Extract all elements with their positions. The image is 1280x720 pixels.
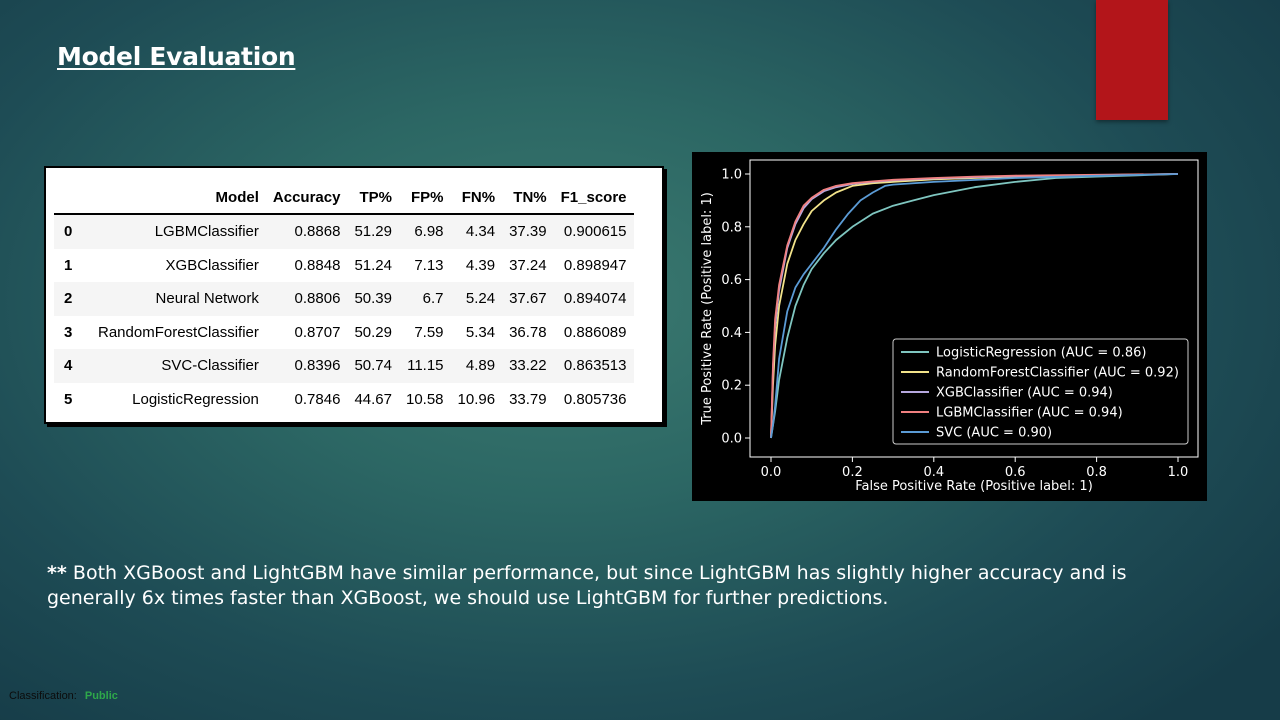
row-fp: 7.59 — [414, 323, 444, 341]
x-tick-label: 0.4 — [923, 465, 944, 480]
row-tp: 51.29 — [347, 214, 399, 249]
table-row: 0 LGBMClassifier 0.8868 51.29 6.98 4.34 … — [54, 214, 634, 249]
header-tn: TN% — [502, 180, 554, 215]
row-fn: 4.39 — [465, 256, 496, 274]
row-f1: 0.805736 — [563, 390, 627, 408]
x-tick-label: 0.2 — [842, 465, 863, 480]
row-index: 2 — [54, 282, 91, 316]
row-index: 3 — [64, 323, 73, 341]
row-tp: 50.29 — [354, 323, 392, 341]
y-tick-label: 0.4 — [721, 326, 742, 341]
row-index: 4 — [54, 349, 91, 383]
legend-entry: SVC (AUC = 0.90) — [936, 426, 1052, 441]
table-row: 3 RandomForestClassifier 0.8707 50.29 7.… — [54, 316, 634, 350]
row-fp: 6.7 — [398, 282, 451, 316]
row-tn: 33.79 — [509, 390, 547, 408]
row-index: 0 — [54, 214, 91, 249]
row-f1: 0.863513 — [553, 349, 634, 383]
row-f1: 0.894074 — [553, 282, 634, 316]
conclusion-note: ** Both XGBoost and LightGBM have simila… — [47, 561, 1217, 611]
row-tp: 44.67 — [354, 390, 392, 408]
legend-box — [892, 338, 1189, 445]
y-tick-label: 0.0 — [721, 432, 742, 447]
row-model: XGBClassifier — [165, 256, 259, 274]
header-index — [54, 180, 91, 215]
legend-entry: RandomForestClassifier (AUC = 0.92) — [936, 366, 1179, 381]
row-tp: 50.74 — [347, 349, 399, 383]
classification-label: Classification: — [9, 690, 77, 702]
roc-line — [770, 173, 1179, 439]
plot-frame — [749, 159, 1199, 458]
note-text: Both XGBoost and LightGBM have similar p… — [47, 562, 1127, 609]
row-model: RandomForestClassifier — [98, 323, 259, 341]
legend-entry: XGBClassifier (AUC = 0.94) — [936, 386, 1113, 401]
row-accuracy: 0.8848 — [294, 256, 341, 274]
x-tick-label: 0.0 — [761, 465, 782, 480]
row-accuracy: 0.8806 — [265, 282, 348, 316]
row-tp: 51.24 — [354, 256, 392, 274]
metrics-table: Model Accuracy TP% FP% FN% TN% F1_score … — [54, 180, 634, 416]
row-fp: 10.58 — [405, 390, 444, 408]
row-tp: 50.39 — [347, 282, 399, 316]
y-axis-label: True Positive Rate (Positive label: 1) — [700, 192, 715, 426]
table-row: 4 SVC-Classifier 0.8396 50.74 11.15 4.89… — [54, 349, 634, 383]
classification-footer: Classification: Public — [9, 690, 118, 702]
roc-line — [770, 173, 1179, 439]
slide-title: Model Evaluation — [57, 42, 296, 71]
row-fp: 6.98 — [398, 214, 451, 249]
row-fn: 10.96 — [457, 390, 496, 408]
y-tick-label: 0.8 — [721, 220, 742, 235]
row-model: LGBMClassifier — [91, 214, 266, 249]
row-tn: 33.22 — [502, 349, 554, 383]
row-tn: 37.24 — [509, 256, 547, 274]
row-model: LogisticRegression — [132, 390, 259, 408]
x-tick-label: 1.0 — [1168, 465, 1189, 480]
header-f1: F1_score — [553, 180, 634, 215]
table-header-row: Model Accuracy TP% FP% FN% TN% F1_score — [54, 180, 634, 215]
accent-block — [1096, 0, 1168, 120]
row-accuracy: 0.8396 — [265, 349, 348, 383]
header-fp: FP% — [398, 180, 451, 215]
row-accuracy: 0.7846 — [294, 390, 341, 408]
table-row: 5 LogisticRegression 0.7846 44.67 10.58 … — [54, 383, 634, 417]
table-row: 1 XGBClassifier 0.8848 51.24 7.13 4.39 3… — [54, 249, 634, 283]
classification-value: Public — [84, 690, 118, 702]
legend-entry: LogisticRegression (AUC = 0.86) — [936, 346, 1146, 361]
roc-chart: 0.0 0.2 0.4 0.6 0.8 1.0 0.0 0.2 0.4 0.6 0.8 1.0 Fals… — [700, 159, 1199, 494]
row-index: 1 — [64, 256, 73, 274]
x-tick-label: 0.6 — [1005, 465, 1026, 480]
row-fp: 7.13 — [414, 256, 444, 274]
note-prefix: ** — [47, 562, 67, 584]
table-row: 2 Neural Network 0.8806 50.39 6.7 5.24 3… — [54, 282, 634, 316]
header-tp: TP% — [347, 180, 399, 215]
row-fn: 4.89 — [450, 349, 503, 383]
row-accuracy: 0.8868 — [265, 214, 348, 249]
row-tn: 37.67 — [502, 282, 554, 316]
y-tick-label: 0.6 — [721, 273, 742, 288]
row-tn: 36.78 — [509, 323, 547, 341]
metrics-table-card: Model Accuracy TP% FP% FN% TN% F1_score … — [44, 166, 664, 424]
roc-line — [770, 173, 1179, 439]
row-fn: 5.34 — [465, 323, 496, 341]
row-model: Neural Network — [91, 282, 266, 316]
header-fn: FN% — [450, 180, 503, 215]
row-fp: 11.15 — [398, 349, 451, 383]
roc-chart-card: 0.0 0.2 0.4 0.6 0.8 1.0 0.0 0.2 0.4 0.6 0.8 1.0 Fals… — [692, 152, 1207, 501]
legend-entry: LGBMClassifier (AUC = 0.94) — [936, 406, 1123, 421]
row-tn: 37.39 — [502, 214, 554, 249]
x-axis-label: False Positive Rate (Positive label: 1) — [855, 479, 1093, 494]
row-accuracy: 0.8707 — [294, 323, 341, 341]
row-model: SVC-Classifier — [91, 349, 266, 383]
row-f1: 0.898947 — [563, 256, 627, 274]
y-tick-label: 1.0 — [721, 168, 742, 183]
header-accuracy: Accuracy — [265, 180, 348, 215]
x-tick-label: 0.8 — [1086, 465, 1107, 480]
row-fn: 5.24 — [450, 282, 503, 316]
row-f1: 0.886089 — [563, 323, 627, 341]
row-fn: 4.34 — [450, 214, 503, 249]
header-model: Model — [91, 180, 266, 215]
row-index: 5 — [64, 390, 73, 408]
row-f1: 0.900615 — [553, 214, 634, 249]
y-tick-label: 0.2 — [721, 379, 742, 394]
